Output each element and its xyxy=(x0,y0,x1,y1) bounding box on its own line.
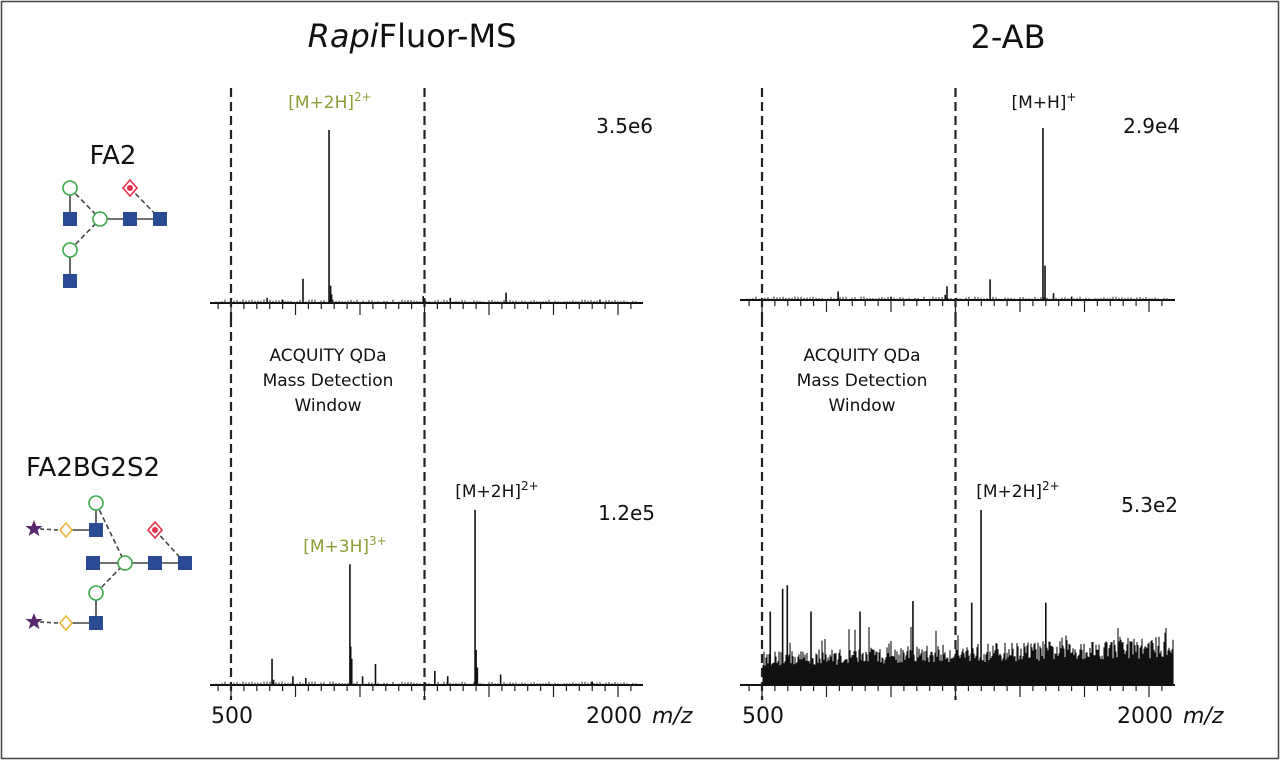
window-label-line: ACQUITY QDa xyxy=(803,346,920,366)
ion-label: [M+H] xyxy=(1011,93,1066,113)
x-axis-unit-right: m/z xyxy=(1183,704,1224,729)
spectra: [M+2H]2+3.5e6[M+3H]3+[M+2H]2+1.2e5[M+H]+… xyxy=(210,88,1180,700)
detection-window-label-left: ACQUITY QDa Mass Detection Window xyxy=(263,346,394,416)
fucose-dot-icon xyxy=(152,527,158,533)
fucose-dot-icon xyxy=(127,185,133,191)
window-label-line: Window xyxy=(294,396,361,416)
ion-label: [M+2H] xyxy=(455,482,521,502)
x-axis-unit-left: m/z xyxy=(652,704,693,729)
glcnac-square-icon xyxy=(63,274,77,288)
mannose-circle-icon xyxy=(88,585,104,601)
glcnac-square-icon xyxy=(86,556,100,570)
x-tick-label-500-right: 500 xyxy=(742,704,784,729)
fa2-glycan-structure xyxy=(62,178,167,288)
galactose-diamond-icon xyxy=(58,614,74,632)
mannose-circle-icon xyxy=(62,242,78,258)
full-scale-intensity: 1.2e5 xyxy=(598,501,655,525)
peak-annotation: [M+H]+ xyxy=(1011,90,1076,113)
full-scale-intensity: 3.5e6 xyxy=(596,114,653,138)
title-2ab: 2-AB xyxy=(970,18,1045,56)
full-scale-intensity: 5.3e2 xyxy=(1121,493,1178,517)
window-label-line: Mass Detection xyxy=(797,371,928,391)
ion-label: [M+2H] xyxy=(288,93,354,113)
charge-superscript: + xyxy=(1066,90,1076,104)
glcnac-square-icon xyxy=(153,212,167,226)
glcnac-square-icon xyxy=(63,212,77,226)
mannose-circle-icon xyxy=(92,211,108,227)
glcnac-square-icon xyxy=(89,616,103,630)
detection-window-label-right: ACQUITY QDa Mass Detection Window xyxy=(797,346,928,416)
peak-annotation: [M+2H]2+ xyxy=(455,479,538,502)
sialic-acid-star-icon xyxy=(25,520,43,536)
glycan-label-fa2: FA2 xyxy=(90,141,137,171)
window-label-line: Window xyxy=(828,396,895,416)
charge-superscript: 2+ xyxy=(354,90,372,104)
peak-annotation: [M+3H]3+ xyxy=(303,534,386,557)
glcnac-square-icon xyxy=(148,556,162,570)
x-tick-label-2000-left: 2000 xyxy=(586,704,642,729)
full-scale-intensity: 2.9e4 xyxy=(1123,114,1180,138)
noise-baseline xyxy=(762,626,1174,685)
charge-superscript: 2+ xyxy=(1042,479,1060,493)
charge-superscript: 2+ xyxy=(521,479,539,493)
ion-label: [M+2H] xyxy=(976,482,1042,502)
baseline-noise xyxy=(743,296,1171,300)
sialic-acid-star-icon xyxy=(25,613,43,629)
charge-superscript: 3+ xyxy=(369,534,387,548)
fa2bg2s2-glycan-structure xyxy=(25,495,192,632)
window-label-line: Mass Detection xyxy=(263,371,394,391)
glycan-label-fa2bg2s2: FA2BG2S2 xyxy=(26,453,160,483)
ion-label: [M+3H] xyxy=(303,537,369,557)
x-tick-label-500-left: 500 xyxy=(211,704,253,729)
baseline-noise xyxy=(212,299,637,303)
peak-annotation: [M+2H]2+ xyxy=(976,479,1059,502)
glcnac-square-icon xyxy=(89,523,103,537)
mannose-circle-icon xyxy=(117,555,133,571)
peak-annotation: [M+2H]2+ xyxy=(288,90,371,113)
glcnac-square-icon xyxy=(123,212,137,226)
mannose-circle-icon xyxy=(62,180,78,196)
title-rapifluor: RapiFluor-MS xyxy=(308,17,517,55)
mannose-circle-icon xyxy=(88,495,104,511)
galactose-diamond-icon xyxy=(58,521,74,539)
x-tick-label-2000-right: 2000 xyxy=(1117,704,1173,729)
window-label-line: ACQUITY QDa xyxy=(269,346,386,366)
glcnac-square-icon xyxy=(178,556,192,570)
